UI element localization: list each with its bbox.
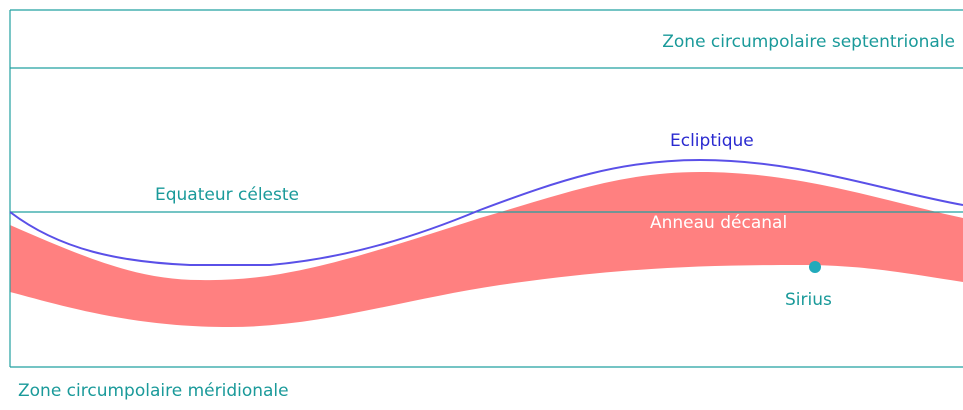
- star-label: Sirius: [785, 290, 832, 310]
- ecliptic-line: [9, 158, 963, 266]
- north-zone-label: Zone circumpolaire septentrionale: [662, 32, 955, 52]
- decan-ring: [10, 172, 963, 327]
- equator-label: Equateur céleste: [155, 185, 299, 205]
- south-zone-label: Zone circumpolaire méridionale: [18, 381, 289, 401]
- frame: [9, 9, 963, 368]
- ring-label: Anneau décanal: [650, 213, 787, 233]
- star-dot: [809, 261, 821, 273]
- ecliptic-label: Ecliptique: [670, 131, 754, 151]
